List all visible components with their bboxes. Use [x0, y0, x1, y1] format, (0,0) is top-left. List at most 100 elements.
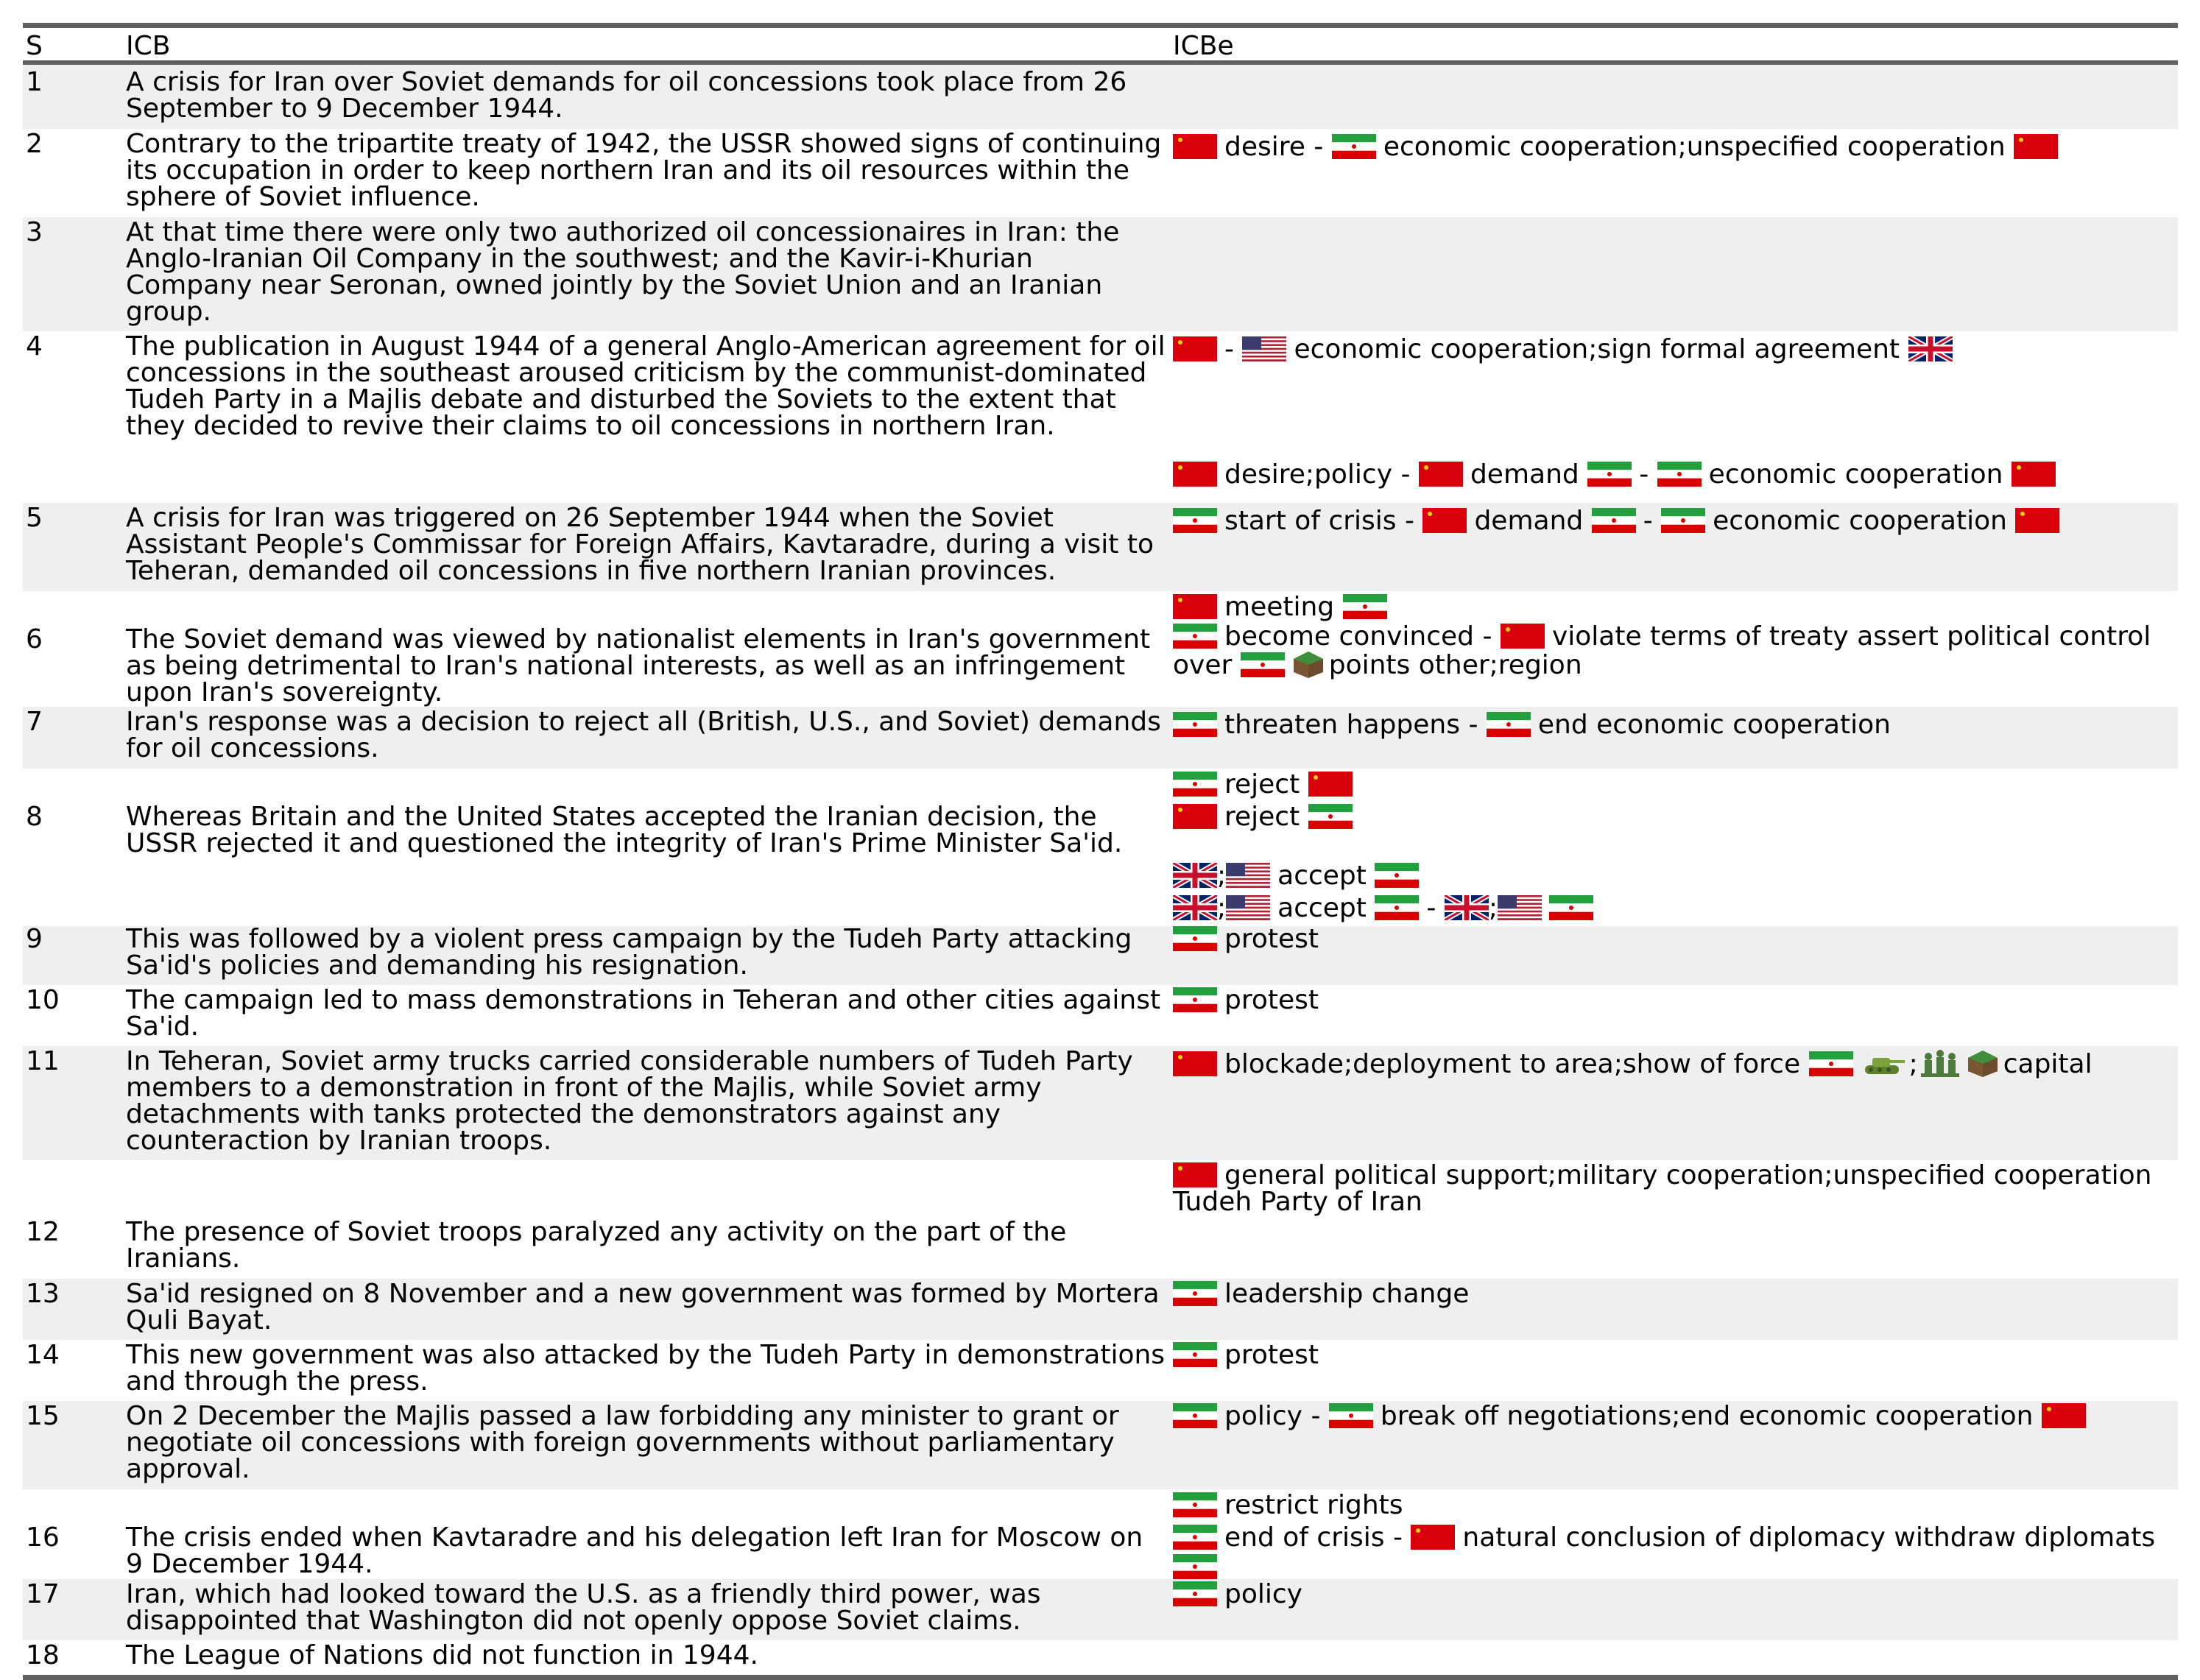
row-icb: Sa'id resigned on 8 November and a new g… — [126, 1279, 1160, 1335]
event-line: reject — [1173, 769, 2178, 801]
table-row: 14 This new government was also attacked… — [23, 1340, 2178, 1401]
event-text: natural conclusion of diplomacy withdraw… — [1462, 1522, 2156, 1553]
event-text: policy — [1224, 1401, 1302, 1431]
event-line: protest — [1173, 1342, 2178, 1374]
table-row: 1 A crisis for Iran over Soviet demands … — [23, 65, 2178, 129]
flag-iran-icon — [1173, 1281, 1217, 1306]
flag-iran-icon — [1241, 652, 1285, 677]
row-icbe: general political support;military coope… — [1173, 1160, 2178, 1279]
row-icbe: policy - break off negotiations;end econ… — [1173, 1403, 2178, 1489]
flag-ussr-icon — [2012, 462, 2056, 487]
flag-uk-icon — [1908, 336, 1953, 361]
row-icbe: blockade;deployment to area;show of forc… — [1173, 1048, 2178, 1160]
separator: - — [1392, 1522, 1403, 1553]
row-icbe — [1173, 1642, 2178, 1675]
flag-ussr-icon — [2015, 508, 2059, 533]
row-s: 9 — [26, 924, 43, 954]
table-row: 15 On 2 December the Majlis passed a law… — [23, 1401, 2178, 1489]
event-line: blockade;deployment to area;show of forc… — [1173, 1048, 2178, 1081]
flag-iran-icon — [1308, 804, 1353, 829]
event-text: desire;policy — [1224, 459, 1393, 490]
row-icbe: protest — [1173, 926, 2178, 985]
region-icon — [1967, 1049, 1999, 1079]
row-icb: The presence of Soviet troops paralyzed … — [126, 1217, 1067, 1274]
flag-ussr-icon — [1419, 462, 1463, 487]
table-row: 7 Iran's response was a decision to reje… — [23, 707, 2178, 769]
table-row: 12 The presence of Soviet troops paralyz… — [23, 1160, 2178, 1279]
row-s: 6 — [26, 624, 43, 654]
flag-iran-icon — [1592, 508, 1636, 533]
event-line: meeting — [1173, 591, 2178, 624]
table-row: 5 A crisis for Iran was triggered on 26 … — [23, 503, 2178, 591]
row-icbe: protest — [1173, 1342, 2178, 1401]
flag-iran-icon — [1173, 712, 1217, 737]
flag-iran-icon — [1375, 895, 1419, 920]
event-line: policy - break off negotiations;end econ… — [1173, 1403, 2178, 1436]
row-s: 11 — [26, 1046, 60, 1076]
row-s: 14 — [26, 1340, 60, 1370]
table-row: 11 In Teheran, Soviet army trucks carrie… — [23, 1046, 2178, 1160]
event-text: points other;region — [1328, 650, 1582, 680]
flag-iran-icon — [1173, 1403, 1217, 1428]
table-bottom-rule — [23, 1675, 2178, 1680]
flag-ussr-icon — [2014, 134, 2058, 159]
table-row: 18 The League of Nations did not functio… — [23, 1640, 2178, 1675]
separator: ; — [1908, 1049, 1918, 1079]
flag-iran-icon — [1173, 1525, 1217, 1550]
event-text: demand — [1474, 506, 1584, 536]
flag-uk-icon — [1173, 863, 1217, 888]
row-s: 15 — [26, 1401, 60, 1431]
event-text: protest — [1224, 985, 1319, 1015]
flag-ussr-icon — [1173, 134, 1217, 159]
row-icb: Iran, which had looked toward the U.S. a… — [126, 1579, 1041, 1636]
separator: - — [1468, 710, 1478, 740]
event-text: economic cooperation — [1708, 459, 2003, 490]
event-text: economic cooperation;sign formal agreeme… — [1294, 334, 1900, 364]
event-line: start of crisis - demand - economic coop… — [1173, 505, 2178, 537]
data-table: S ICB ICBe 1 A crisis for Iran over Sovi… — [23, 23, 2178, 1680]
flag-usa-icon — [1226, 863, 1270, 888]
event-text: become convinced — [1224, 621, 1475, 652]
event-line: protest — [1173, 987, 2178, 1020]
event-line: leadership change — [1173, 1281, 2178, 1313]
flag-ussr-icon — [1308, 772, 1353, 797]
table-row: 9 This was followed by a violent press c… — [23, 926, 2178, 985]
flag-iran-icon — [1549, 895, 1593, 920]
flag-iran-icon — [1375, 863, 1419, 888]
table-row: 6 The Soviet demand was viewed by nation… — [23, 591, 2178, 707]
event-line: ; accept — [1173, 860, 2178, 892]
separator: - — [1405, 506, 1414, 536]
row-icbe: threaten happens - end economic cooperat… — [1173, 709, 2178, 769]
flag-ussr-icon — [1422, 508, 1467, 533]
flag-iran-icon — [1587, 462, 1632, 487]
event-text: end economic cooperation — [1537, 710, 1891, 740]
event-text: capital — [2003, 1049, 2093, 1079]
row-icb: The League of Nations did not function i… — [126, 1640, 758, 1670]
event-line: become convinced - violate terms of trea… — [1173, 624, 2178, 680]
row-icbe: - economic cooperation;sign formal agree… — [1173, 333, 2178, 503]
table-row: 10 The campaign led to mass demonstratio… — [23, 985, 2178, 1046]
event-text: threaten happens — [1224, 710, 1460, 740]
row-s: 2 — [26, 129, 43, 159]
flag-iran-icon — [1173, 926, 1217, 951]
event-line — [1173, 1554, 2178, 1576]
separator: - — [1224, 334, 1234, 364]
event-text: leadership change — [1224, 1279, 1470, 1309]
row-icb: At that time there were only two authori… — [126, 217, 1120, 327]
row-icb: Whereas Britain and the United States ac… — [126, 802, 1123, 858]
table-row: 3 At that time there were only two autho… — [23, 217, 2178, 331]
row-icb: Iran's response was a decision to reject… — [126, 707, 1161, 763]
flag-iran-icon — [1173, 772, 1217, 797]
event-line: policy — [1173, 1581, 2178, 1614]
row-icb: On 2 December the Majlis passed a law fo… — [126, 1401, 1119, 1484]
row-icb: The crisis ended when Kavtaradre and his… — [126, 1522, 1143, 1579]
separator: - — [1426, 893, 1436, 923]
row-icb: A crisis for Iran over Soviet demands fo… — [126, 67, 1127, 124]
separator: - — [1314, 132, 1324, 162]
soldiers-icon — [1918, 1049, 1962, 1079]
row-icb: The Soviet demand was viewed by national… — [126, 624, 1151, 707]
flag-iran-icon — [1809, 1051, 1853, 1076]
separator: - — [1639, 459, 1649, 490]
header-icbe: ICBe — [1173, 31, 1234, 61]
event-line: end of crisis - natural conclusion of di… — [1173, 1522, 2178, 1554]
